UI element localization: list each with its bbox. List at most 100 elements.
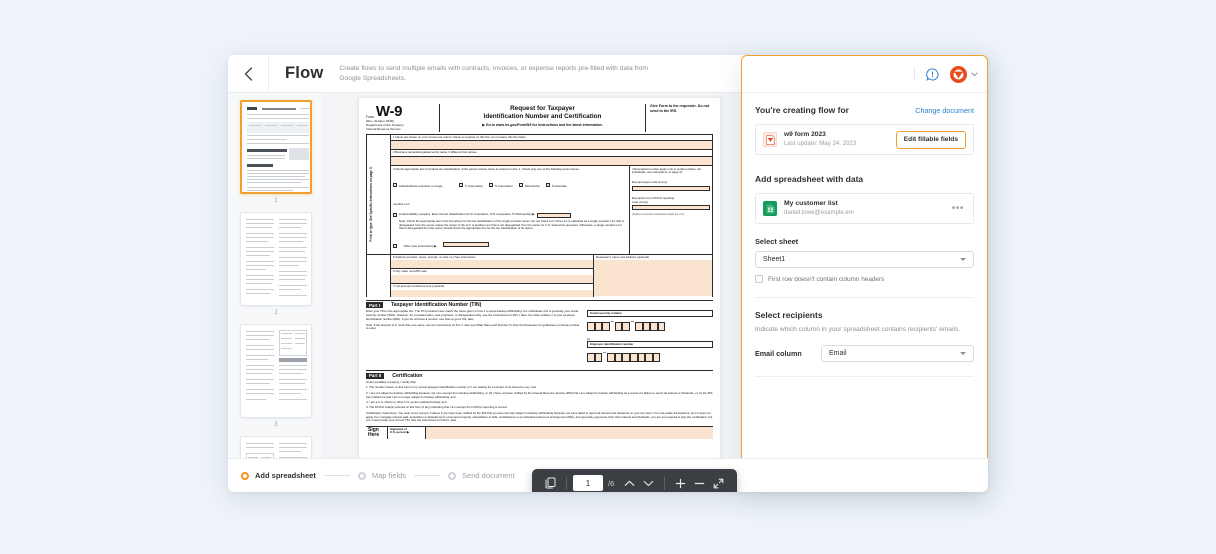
next-page-button[interactable]: [639, 474, 658, 493]
chevron-down-icon: [960, 352, 966, 356]
w9-fatca-line-2: code (if any): [632, 199, 648, 204]
thumbnail-item[interactable]: 3: [228, 324, 323, 428]
expand-icon: [713, 478, 724, 488]
step-label: Add spreadsheet: [255, 471, 316, 480]
w9-fatca-line-1: Exemption from FATCA reporting: [632, 195, 675, 200]
step-indicator-icon: [241, 471, 249, 480]
w9-checkbox-c-corp[interactable]: [459, 183, 463, 188]
first-row-checkbox-label: First row doesn't contain column headers: [768, 275, 885, 283]
w9-checkbox-other[interactable]: [393, 243, 397, 248]
w9-side-label: Print or type. See Specific Instructions…: [369, 166, 373, 242]
page-number-input[interactable]: [573, 475, 603, 491]
w9-checkbox-partnership[interactable]: [518, 183, 523, 188]
w9-signature-label-1: Signature of: [390, 426, 407, 431]
w9-part-2-title: Certification: [392, 372, 423, 379]
zoom-in-button[interactable]: [671, 474, 690, 493]
w9-cb-label-4: Trust/estate: [551, 183, 567, 188]
recipients-section-title: Select recipients: [755, 310, 823, 320]
thumbnail-page-number: 3: [274, 422, 278, 428]
w9-cb-label-3: Partnership: [524, 183, 540, 188]
creating-flow-row: You're creating flow for Change document: [755, 105, 974, 115]
w9-cb-label-1: C Corporation: [465, 183, 483, 188]
w9-line-5-field[interactable]: [391, 260, 593, 270]
w9-title-line-1: Request for Taxpayer: [510, 105, 575, 112]
document-page: Form W-9 (Rev. October 2018) Department …: [358, 97, 721, 492]
w9-exempt-payee-field[interactable]: [632, 185, 710, 191]
chevron-up-icon: [624, 480, 635, 486]
thumbnail-page-2[interactable]: [240, 212, 312, 306]
w9-ein-row[interactable]: –: [587, 349, 713, 367]
w9-cert-item-1: 1. The number shown on this form is my c…: [366, 385, 536, 390]
w9-line-1-field[interactable]: [391, 141, 712, 151]
viewer-toolbar[interactable]: /6: [532, 469, 738, 493]
w9-ssn-label: Social security number: [590, 310, 622, 315]
w9-line-2: 2 Business name/disregarded entity name,…: [391, 150, 712, 158]
w9-line-7: 7 List account number(s) here (optional): [393, 284, 445, 289]
w9-cert-item-2: 2. I am not subject to backup withholdin…: [366, 390, 713, 399]
back-button[interactable]: [234, 55, 262, 93]
w9-other-field[interactable]: [442, 242, 489, 248]
select-sheet-label: Select sheet: [755, 237, 799, 246]
thumbnail-page-number: 1: [274, 198, 278, 204]
panel-header-divider: [914, 67, 915, 81]
duplicate-page-button[interactable]: [541, 474, 560, 493]
w9-checkbox-s-corp[interactable]: [489, 183, 493, 188]
selected-document-card: w9 form 2023 Last update: May 24, 2023 E…: [755, 124, 974, 155]
w9-exemptions-block: 4 Exemptions (codes apply only to certai…: [630, 166, 712, 254]
w9-part-1-label: Part I: [366, 302, 383, 309]
toolbar-divider: [664, 476, 666, 490]
w9-note-text: Note: Check the appropriate box in the l…: [399, 218, 624, 231]
email-column-label: Email column: [755, 349, 802, 359]
fullscreen-button[interactable]: [709, 474, 728, 493]
pdf-file-icon: [763, 132, 777, 147]
first-row-checkbox-row[interactable]: First row doesn't contain column headers: [755, 275, 974, 283]
w9-line-7-field[interactable]: [391, 289, 593, 297]
thumbnail-page-3[interactable]: [240, 324, 312, 418]
w9-signature-field[interactable]: [426, 426, 713, 440]
w9-title-line-2: Identification Number and Certification: [483, 113, 602, 120]
step-label: Send document: [462, 471, 515, 480]
panel-content: You're creating flow for Change document…: [742, 93, 987, 378]
w9-part-1-body: Enter your TIN in the appropriate box. T…: [366, 309, 579, 321]
step-map-fields[interactable]: Map fields: [357, 471, 406, 480]
w9-requester-field[interactable]: [594, 260, 712, 297]
email-column-select[interactable]: Email: [821, 345, 974, 363]
thumbnail-rail[interactable]: 1: [228, 93, 324, 492]
w9-checkbox-trust[interactable]: [545, 183, 550, 188]
page-title: Flow: [285, 64, 324, 82]
w9-line-6-field[interactable]: [391, 275, 593, 285]
previous-page-button[interactable]: [620, 474, 639, 493]
edit-fillable-fields-button[interactable]: Edit fillable fields: [895, 130, 966, 149]
thumbnail-page-1[interactable]: [240, 100, 312, 194]
w9-cert-item-3: 3. I am a U.S. citizen or other U.S. per…: [366, 399, 447, 404]
spreadsheet-more-options-icon[interactable]: •••: [951, 203, 964, 214]
zoom-out-button[interactable]: [690, 474, 709, 493]
help-circle-icon: [926, 67, 939, 81]
w9-cert-instructions: Certification instructions. You must cro…: [366, 410, 713, 423]
change-document-link[interactable]: Change document: [915, 105, 974, 115]
w9-llc-field[interactable]: [536, 212, 571, 218]
w9-line-2-field[interactable]: [391, 157, 712, 167]
w9-part-2-label: Part II: [366, 372, 385, 379]
toolbar-divider: [566, 476, 567, 490]
thumbnail-item[interactable]: 2: [228, 212, 323, 316]
w9-ssn-row[interactable]: – –: [587, 318, 713, 336]
step-send-document[interactable]: Send document: [448, 471, 515, 480]
sheet-select[interactable]: Sheet1: [755, 251, 974, 268]
first-row-checkbox[interactable]: [755, 275, 763, 283]
step-add-spreadsheet[interactable]: Add spreadsheet: [241, 471, 316, 480]
w9-part-1-note: Note: If the account is in more than one…: [366, 322, 580, 331]
avatar-dropdown-button[interactable]: [971, 72, 978, 77]
spreadsheet-card: My customer list daniel.lowe@example.em …: [755, 193, 974, 224]
help-button[interactable]: [926, 67, 939, 81]
thumbnail-item[interactable]: 1: [228, 100, 323, 204]
w9-title-block: Request for Taxpayer Identification Numb…: [440, 104, 645, 132]
w9-checkbox-llc[interactable]: [393, 212, 397, 217]
spreadsheet-meta: My customer list daniel.lowe@example.em: [784, 199, 950, 217]
document-last-update: Last update: May 24, 2023: [784, 139, 857, 147]
w9-applies-note: (Applies to accounts maintained outside …: [632, 213, 685, 217]
w9-fatca-field[interactable]: [632, 205, 710, 211]
w9-checkbox-individual[interactable]: [393, 183, 397, 188]
chevron-down-icon: [960, 258, 966, 261]
user-avatar[interactable]: [950, 65, 967, 83]
